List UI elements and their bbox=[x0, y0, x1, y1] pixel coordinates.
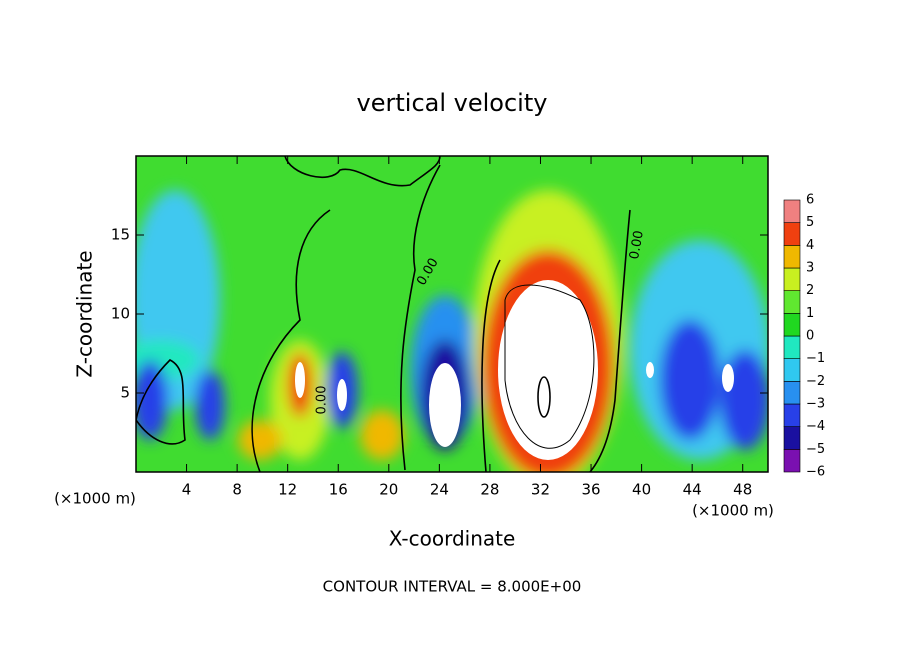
footer: CONTOUR INTERVAL = 8.000E+00 bbox=[323, 578, 582, 596]
colorbar-label: 3 bbox=[806, 261, 814, 276]
colorbar-label: −5 bbox=[806, 442, 825, 457]
colorbar-label: 1 bbox=[806, 306, 814, 321]
colorbar-label: −4 bbox=[806, 419, 825, 434]
colorbar-band bbox=[783, 267, 801, 291]
colorbar-label: 0 bbox=[806, 329, 814, 344]
colorbar-label: 4 bbox=[806, 238, 814, 253]
colorbar-label: −6 bbox=[806, 465, 825, 480]
x-tick-label: 36 bbox=[581, 481, 600, 499]
colorbar-band bbox=[783, 245, 801, 269]
colorbar-band bbox=[783, 449, 801, 473]
x-tick-label: 12 bbox=[278, 481, 297, 499]
x-tick-label: 32 bbox=[531, 481, 550, 499]
y-axis-label: Z-coordinate bbox=[73, 250, 97, 377]
contour-label: 0.00 bbox=[627, 229, 647, 260]
colorbar-band bbox=[783, 222, 801, 246]
colorbar-label: −2 bbox=[806, 374, 825, 389]
x-tick-label: 16 bbox=[329, 481, 348, 499]
y-tick-label: 10 bbox=[111, 305, 130, 323]
colorbar-band bbox=[783, 381, 801, 405]
colorbar-band bbox=[783, 335, 801, 359]
x-tick-label: 20 bbox=[379, 481, 398, 499]
x-tick-label: 28 bbox=[480, 481, 499, 499]
x-tick-label: 8 bbox=[232, 481, 242, 499]
y-tick-label: 15 bbox=[111, 226, 130, 244]
x-tick-label: 48 bbox=[733, 481, 752, 499]
colorbar-band bbox=[783, 313, 801, 337]
x-tick-label: 40 bbox=[632, 481, 651, 499]
field bbox=[136, 156, 768, 472]
colorbar-label: 5 bbox=[806, 215, 814, 230]
colorbar-band bbox=[783, 426, 801, 450]
colorbar-label: 2 bbox=[806, 283, 814, 298]
colorbar-label: −3 bbox=[806, 397, 825, 412]
y-tick-label: 5 bbox=[120, 384, 130, 402]
x-unit: (×1000 m) bbox=[692, 502, 774, 520]
colorbar-band bbox=[783, 403, 801, 427]
colorbar-band bbox=[783, 358, 801, 382]
contour-label: 0.00 bbox=[315, 386, 330, 415]
colorbar-band bbox=[783, 199, 801, 223]
x-axis-label: X-coordinate bbox=[389, 527, 516, 551]
x-tick-label: 44 bbox=[683, 481, 702, 499]
x-unit: (×1000 m) bbox=[54, 490, 136, 508]
colorbar-band bbox=[783, 290, 801, 314]
colorbar-label: −1 bbox=[806, 351, 825, 366]
chart-title: vertical velocity bbox=[357, 89, 548, 117]
x-tick-label: 4 bbox=[182, 481, 192, 499]
x-tick-label: 24 bbox=[430, 481, 449, 499]
colorbar-label: 6 bbox=[806, 193, 814, 208]
